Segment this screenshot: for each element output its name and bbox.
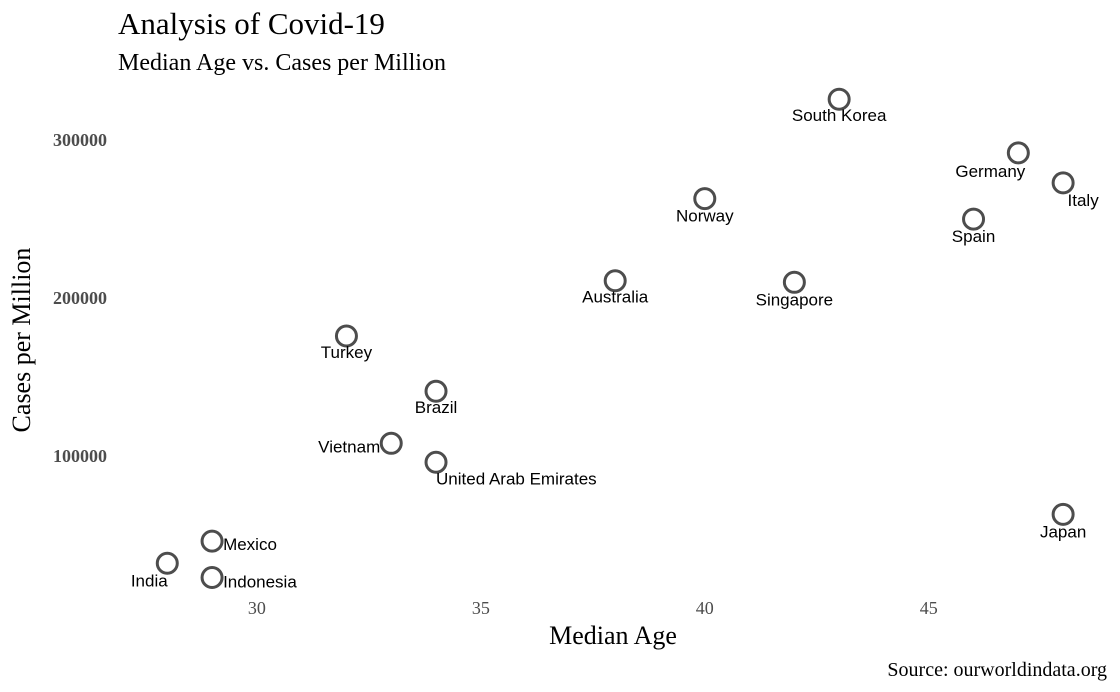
- data-point-label: India: [131, 571, 168, 590]
- data-point: [1051, 502, 1075, 526]
- chart-caption: Source: ourworldindata.org: [887, 659, 1107, 681]
- data-point-labels: South Korea Germany Italy Norway Spain Austra…: [131, 106, 1099, 591]
- data-point: [334, 324, 358, 348]
- data-point: [693, 187, 717, 211]
- data-point-label: United Arab Emirates: [436, 469, 597, 488]
- x-axis-title: Median Age: [549, 621, 677, 650]
- data-point-label: Japan: [1040, 522, 1086, 541]
- data-point: [424, 450, 448, 474]
- data-point: [962, 207, 986, 231]
- chart-subtitle: Median Age vs. Cases per Million: [118, 50, 446, 76]
- data-point: [200, 565, 224, 589]
- y-tick-label: 100000: [53, 446, 107, 466]
- data-point: [424, 379, 448, 403]
- data-point-label: Germany: [955, 162, 1025, 181]
- data-point-label: Brazil: [415, 398, 458, 417]
- data-point-label: Spain: [952, 227, 995, 246]
- data-point: [1006, 141, 1030, 165]
- data-point-label: Singapore: [756, 290, 834, 309]
- x-tick-label: 45: [920, 598, 938, 618]
- x-axis-ticks: 30 35 40 45: [248, 598, 938, 618]
- data-points: [155, 87, 1075, 589]
- data-point: [827, 87, 851, 111]
- data-point: [603, 269, 627, 293]
- data-point-label: South Korea: [792, 106, 887, 125]
- data-point: [782, 270, 806, 294]
- data-point: [379, 431, 403, 455]
- x-tick-label: 30: [248, 598, 266, 618]
- data-point-label: Norway: [676, 207, 734, 226]
- data-point-label: Indonesia: [223, 572, 297, 591]
- y-tick-label: 200000: [53, 288, 107, 308]
- data-point: [200, 529, 224, 553]
- data-point-label: Vietnam: [318, 437, 380, 456]
- x-tick-label: 35: [472, 598, 490, 618]
- data-point-label: Turkey: [321, 343, 373, 362]
- data-point-label: Mexico: [223, 535, 277, 554]
- data-point: [155, 551, 179, 575]
- data-point-label: Italy: [1068, 191, 1100, 210]
- data-point: [1051, 171, 1075, 195]
- data-point-label: Australia: [582, 288, 649, 307]
- y-axis-ticks: 100000 200000 300000: [53, 130, 107, 466]
- y-tick-label: 300000: [53, 130, 107, 150]
- y-axis-title: Cases per Million: [7, 248, 36, 433]
- x-tick-label: 40: [696, 598, 714, 618]
- chart-title: Analysis of Covid-19: [118, 6, 385, 41]
